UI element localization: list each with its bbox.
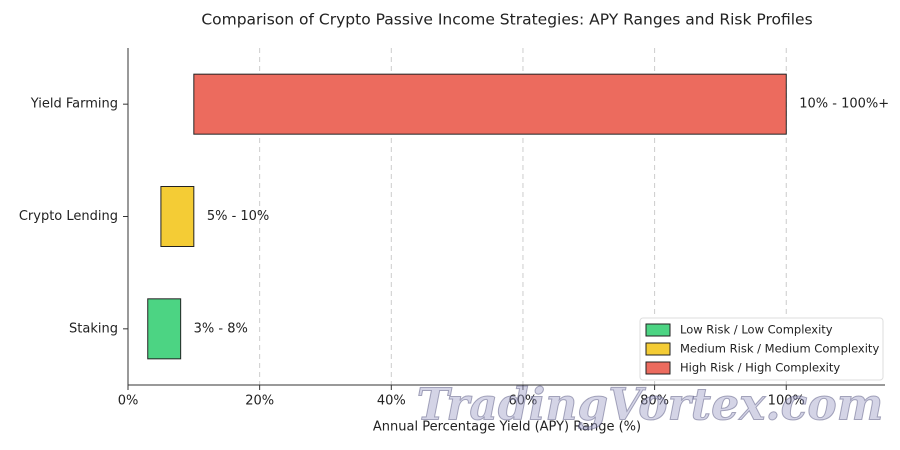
y-tick-label: Crypto Lending: [19, 209, 118, 224]
bar: [193, 73, 787, 135]
y-tick-label: Yield Farming: [30, 97, 118, 112]
value-label: 5% - 10%: [207, 209, 269, 224]
x-tick-label: 80%: [640, 394, 669, 409]
x-tick-label: 20%: [245, 394, 274, 409]
legend-label: Medium Risk / Medium Complexity: [680, 342, 879, 356]
legend-swatch: [645, 323, 671, 337]
watermark: TradingVortex.com: [417, 380, 884, 431]
x-tick-label: 0%: [118, 394, 139, 409]
bar: [160, 186, 195, 247]
value-label: 10% - 100%+: [799, 97, 889, 112]
x-tick-label: 100%: [768, 394, 805, 409]
legend-swatch: [645, 361, 671, 375]
x-tick-label: 40%: [377, 394, 406, 409]
legend-swatch: [645, 342, 671, 356]
y-tick-label: Staking: [69, 321, 118, 336]
value-label: 3% - 8%: [194, 321, 248, 336]
bar: [147, 298, 182, 360]
x-tick-label: 60%: [509, 394, 538, 409]
x-axis-label: Annual Percentage Yield (APY) Range (%): [373, 420, 641, 435]
chart-title: Comparison of Crypto Passive Income Stra…: [201, 11, 812, 29]
legend-label: High Risk / High Complexity: [680, 361, 840, 375]
legend-box: [639, 317, 884, 381]
legend-label: Low Risk / Low Complexity: [680, 323, 833, 337]
